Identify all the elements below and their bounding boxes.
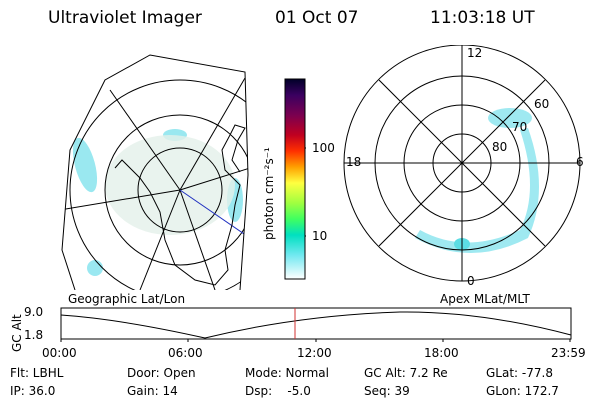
antarctica-coastline: [114, 124, 246, 286]
colorbar: [284, 78, 306, 280]
colorbar-unit-label: photon cm⁻²s⁻¹: [262, 147, 276, 240]
info-flt: Flt: LBHL: [10, 366, 64, 380]
mlt-label-0: 0: [467, 274, 475, 288]
date-label: 01 Oct 07: [275, 8, 359, 28]
timeline-axis-title: GC Alt: [10, 314, 24, 352]
info-seq: Seq: 39: [364, 384, 410, 398]
timeline-tick-1200: 12:00: [297, 346, 332, 360]
colorbar-tick-10: 10: [312, 229, 328, 243]
info-glon: GLon: 172.7: [486, 384, 559, 398]
mlat-label-60: 60: [534, 97, 550, 111]
info-glat: GLat: -77.8: [486, 366, 553, 380]
timeline-ymax: 9.0: [24, 305, 44, 319]
instrument-title: Ultraviolet Imager: [48, 8, 202, 28]
colorbar-tick-100: 100: [312, 141, 335, 155]
apex-auroral-oval: [415, 108, 539, 253]
geo-map-border: [61, 54, 249, 290]
geo-image-region: [62, 55, 248, 290]
info-ip: IP: 36.0: [10, 384, 56, 398]
timeline-tick-1800: 18:00: [424, 346, 459, 360]
geo-background-emission: [105, 135, 235, 235]
geo-subsolar-line: [179, 189, 248, 239]
mlt-label-6: 6: [576, 155, 584, 169]
timeline-tick-2359: 23:59: [551, 346, 586, 360]
timeline-tick-0000: 00:00: [42, 346, 77, 360]
mlat-label-80: 80: [492, 140, 508, 154]
apex-caption: Apex MLat/MLT: [440, 292, 530, 306]
mlt-label-18: 18: [346, 155, 362, 169]
geographic-caption: Geographic Lat/Lon: [68, 292, 186, 306]
time-label: 11:03:18 UT: [430, 8, 535, 28]
info-gcalt: GC Alt: 7.2 Re: [364, 366, 448, 380]
geo-meridians: [62, 77, 248, 290]
apex-mlt-lines: [344, 45, 580, 281]
info-mode: Mode: Normal: [245, 366, 329, 380]
mlat-label-70: 70: [512, 120, 528, 134]
timeline-tick-0600: 06:00: [168, 346, 203, 360]
info-dsp: Dsp: -5.0: [245, 384, 311, 398]
apex-polar-plot: [343, 45, 581, 282]
timeline-ymin: 1.8: [24, 328, 44, 342]
info-door: Door: Open: [127, 366, 196, 380]
geo-lat-circles: [62, 55, 248, 290]
info-gain: Gain: 14: [127, 384, 178, 398]
mlt-label-12: 12: [467, 46, 483, 60]
gc-alt-curve: [60, 311, 572, 339]
gc-alt-timeline: [60, 307, 572, 342]
geographic-map: [61, 54, 249, 290]
